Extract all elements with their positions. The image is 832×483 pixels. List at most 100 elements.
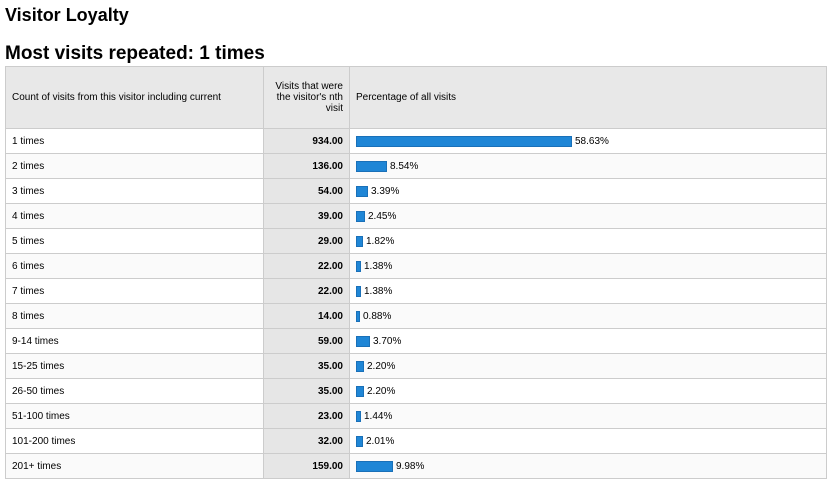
visits-value-cell: 35.00 (263, 353, 350, 379)
visit-count-cell: 51-100 times (5, 403, 264, 429)
table-row: 7 times 22.00 1.38% (5, 278, 827, 304)
table-row: 5 times 29.00 1.82% (5, 228, 827, 254)
percentage-bar-wrap: 2.45% (356, 210, 820, 222)
percentage-label: 2.45% (368, 210, 397, 222)
percentage-bar-wrap: 2.20% (356, 360, 820, 372)
percentage-bar-wrap: 1.38% (356, 285, 820, 297)
page-title: Visitor Loyalty (5, 5, 129, 25)
percentage-bar (356, 460, 393, 472)
percentage-label: 58.63% (575, 135, 609, 147)
percentage-cell: 1.38% (349, 278, 827, 304)
table-row: 4 times 39.00 2.45% (5, 203, 827, 229)
table-row: 26-50 times 35.00 2.20% (5, 378, 827, 404)
percentage-cell: 58.63% (349, 128, 827, 154)
visit-count-cell: 2 times (5, 153, 264, 179)
table-row: 3 times 54.00 3.39% (5, 178, 827, 204)
percentage-cell: 8.54% (349, 153, 827, 179)
percentage-label: 1.44% (364, 410, 393, 422)
table-body: 1 times 934.00 58.63% 2 times 136.00 8.54% 3 t… (5, 128, 827, 479)
percentage-bar-wrap: 1.44% (356, 410, 820, 422)
percentage-bar (356, 435, 363, 447)
percentage-bar (356, 410, 361, 422)
percentage-bar-wrap: 8.54% (356, 160, 820, 172)
percentage-label: 9.98% (396, 460, 425, 472)
visit-count-cell: 6 times (5, 253, 264, 279)
table-row: 101-200 times 32.00 2.01% (5, 428, 827, 454)
percentage-label: 1.82% (366, 235, 395, 247)
visits-value-cell: 23.00 (263, 403, 350, 429)
visits-value-cell: 136.00 (263, 153, 350, 179)
percentage-label: 8.54% (390, 160, 419, 172)
visit-count-cell: 9-14 times (5, 328, 264, 354)
visit-count-cell: 15-25 times (5, 353, 264, 379)
percentage-bar-wrap: 0.88% (356, 310, 820, 322)
percentage-cell: 2.01% (349, 428, 827, 454)
percentage-cell: 1.38% (349, 253, 827, 279)
percentage-bar-wrap: 3.39% (356, 185, 820, 197)
table-row: 9-14 times 59.00 3.70% (5, 328, 827, 354)
visit-count-cell: 8 times (5, 303, 264, 329)
percentage-cell: 1.44% (349, 403, 827, 429)
percentage-bar-wrap: 2.20% (356, 385, 820, 397)
percentage-label: 3.70% (373, 335, 402, 347)
visits-value-cell: 29.00 (263, 228, 350, 254)
table-row: 6 times 22.00 1.38% (5, 253, 827, 279)
visits-value-cell: 934.00 (263, 128, 350, 154)
percentage-bar-wrap: 1.38% (356, 260, 820, 272)
visit-count-cell: 26-50 times (5, 378, 264, 404)
percentage-bar (356, 360, 364, 372)
column-header-visits[interactable]: Visits that were the visitor's nth visit (263, 66, 350, 129)
percentage-bar-wrap: 58.63% (356, 135, 820, 147)
percentage-label: 2.20% (367, 385, 396, 397)
percentage-cell: 9.98% (349, 453, 827, 479)
percentage-bar-wrap: 2.01% (356, 435, 820, 447)
percentage-bar (356, 160, 387, 172)
percentage-label: 3.39% (371, 185, 400, 197)
percentage-bar (356, 385, 364, 397)
visit-count-cell: 1 times (5, 128, 264, 154)
visit-count-cell: 7 times (5, 278, 264, 304)
percentage-cell: 3.70% (349, 328, 827, 354)
percentage-cell: 2.45% (349, 203, 827, 229)
percentage-label: 2.20% (367, 360, 396, 372)
visits-value-cell: 22.00 (263, 253, 350, 279)
percentage-bar-wrap: 9.98% (356, 460, 820, 472)
table-row: 15-25 times 35.00 2.20% (5, 353, 827, 379)
percentage-cell: 2.20% (349, 353, 827, 379)
column-header-count[interactable]: Count of visits from this visitor includ… (5, 66, 264, 129)
visit-count-cell: 101-200 times (5, 428, 264, 454)
percentage-label: 1.38% (364, 260, 393, 272)
table-row: 1 times 934.00 58.63% (5, 128, 827, 154)
column-header-percentage[interactable]: Percentage of all visits (349, 66, 827, 129)
percentage-cell: 2.20% (349, 378, 827, 404)
visits-value-cell: 35.00 (263, 378, 350, 404)
visit-count-cell: 5 times (5, 228, 264, 254)
visits-value-cell: 59.00 (263, 328, 350, 354)
visit-count-cell: 3 times (5, 178, 264, 204)
table-row: 201+ times 159.00 9.98% (5, 453, 827, 479)
percentage-bar-wrap: 3.70% (356, 335, 820, 347)
percentage-bar (356, 260, 361, 272)
percentage-cell: 0.88% (349, 303, 827, 329)
visits-value-cell: 32.00 (263, 428, 350, 454)
table-row: 2 times 136.00 8.54% (5, 153, 827, 179)
percentage-bar (356, 310, 360, 322)
percentage-bar (356, 335, 370, 347)
percentage-label: 1.38% (364, 285, 393, 297)
section-title: Most visits repeated: 1 times (5, 43, 265, 64)
visits-value-cell: 14.00 (263, 303, 350, 329)
percentage-bar (356, 135, 572, 147)
visits-value-cell: 159.00 (263, 453, 350, 479)
visits-value-cell: 39.00 (263, 203, 350, 229)
percentage-label: 0.88% (363, 310, 392, 322)
percentage-label: 2.01% (366, 435, 395, 447)
visits-value-cell: 54.00 (263, 178, 350, 204)
percentage-cell: 1.82% (349, 228, 827, 254)
percentage-bar (356, 235, 363, 247)
visitor-loyalty-table: Count of visits from this visitor includ… (5, 66, 827, 479)
percentage-bar (356, 185, 368, 197)
visit-count-cell: 4 times (5, 203, 264, 229)
percentage-bar (356, 210, 365, 222)
header-row: Count of visits from this visitor includ… (5, 66, 827, 129)
table-row: 51-100 times 23.00 1.44% (5, 403, 827, 429)
